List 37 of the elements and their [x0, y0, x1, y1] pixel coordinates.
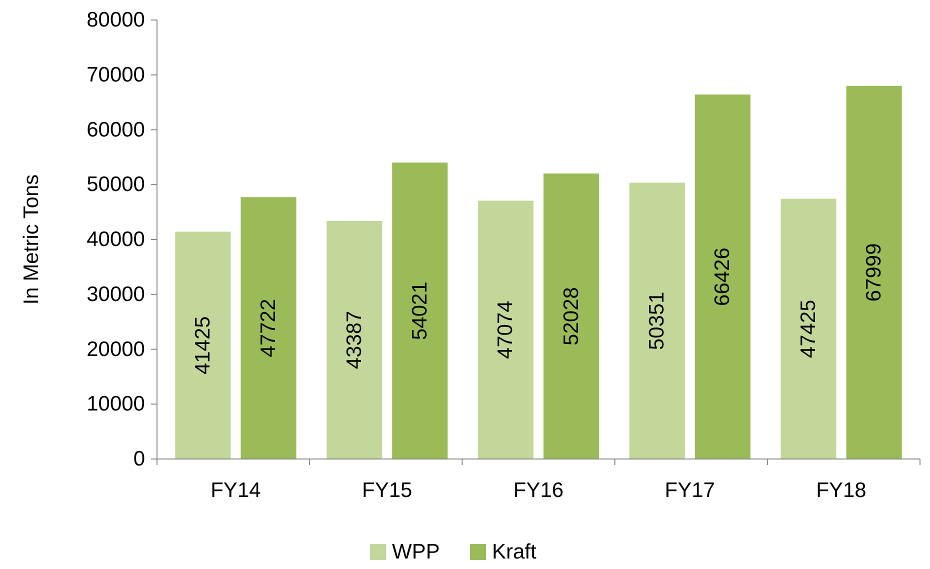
y-tick-label: 60000 — [86, 118, 145, 142]
bar — [478, 200, 534, 459]
data-label: 54021 — [408, 282, 432, 340]
bar — [629, 182, 685, 459]
data-label: 47425 — [797, 300, 820, 358]
bar — [326, 220, 382, 459]
x-tick-label: FY18 — [816, 479, 866, 502]
bar — [694, 94, 750, 459]
y-axis-title: In Metric Tons — [20, 174, 43, 305]
y-tick-label: 30000 — [86, 282, 145, 306]
data-label: 47722 — [257, 298, 280, 358]
legend-label: WPP — [392, 540, 440, 564]
x-tick-label: FY17 — [664, 479, 715, 502]
y-tick-label: 10000 — [86, 392, 145, 416]
x-tick-label: FY14 — [210, 479, 262, 502]
bar — [780, 198, 836, 459]
data-label: 50351 — [646, 292, 669, 350]
bar — [392, 162, 448, 459]
data-label: 66426 — [711, 248, 734, 306]
bar — [846, 86, 902, 459]
y-tick-label: 70000 — [86, 63, 145, 86]
data-label: 52028 — [560, 287, 583, 346]
bar — [544, 173, 600, 459]
data-label: 43387 — [342, 310, 366, 370]
bar — [175, 232, 231, 459]
x-tick-label: FY15 — [362, 479, 412, 502]
y-tick-label: 50000 — [86, 173, 145, 196]
data-label: 67999 — [862, 243, 886, 302]
y-tick-label: 40000 — [86, 228, 145, 251]
data-label: 47074 — [494, 300, 518, 360]
legend-label: Kraft — [492, 540, 537, 564]
bar — [240, 197, 296, 459]
y-tick-label: 80000 — [86, 8, 145, 32]
y-tick-label: 20000 — [86, 338, 145, 361]
x-tick-label: FY16 — [513, 479, 564, 502]
data-label: 41425 — [191, 316, 214, 375]
y-tick-label: 0 — [133, 448, 145, 470]
